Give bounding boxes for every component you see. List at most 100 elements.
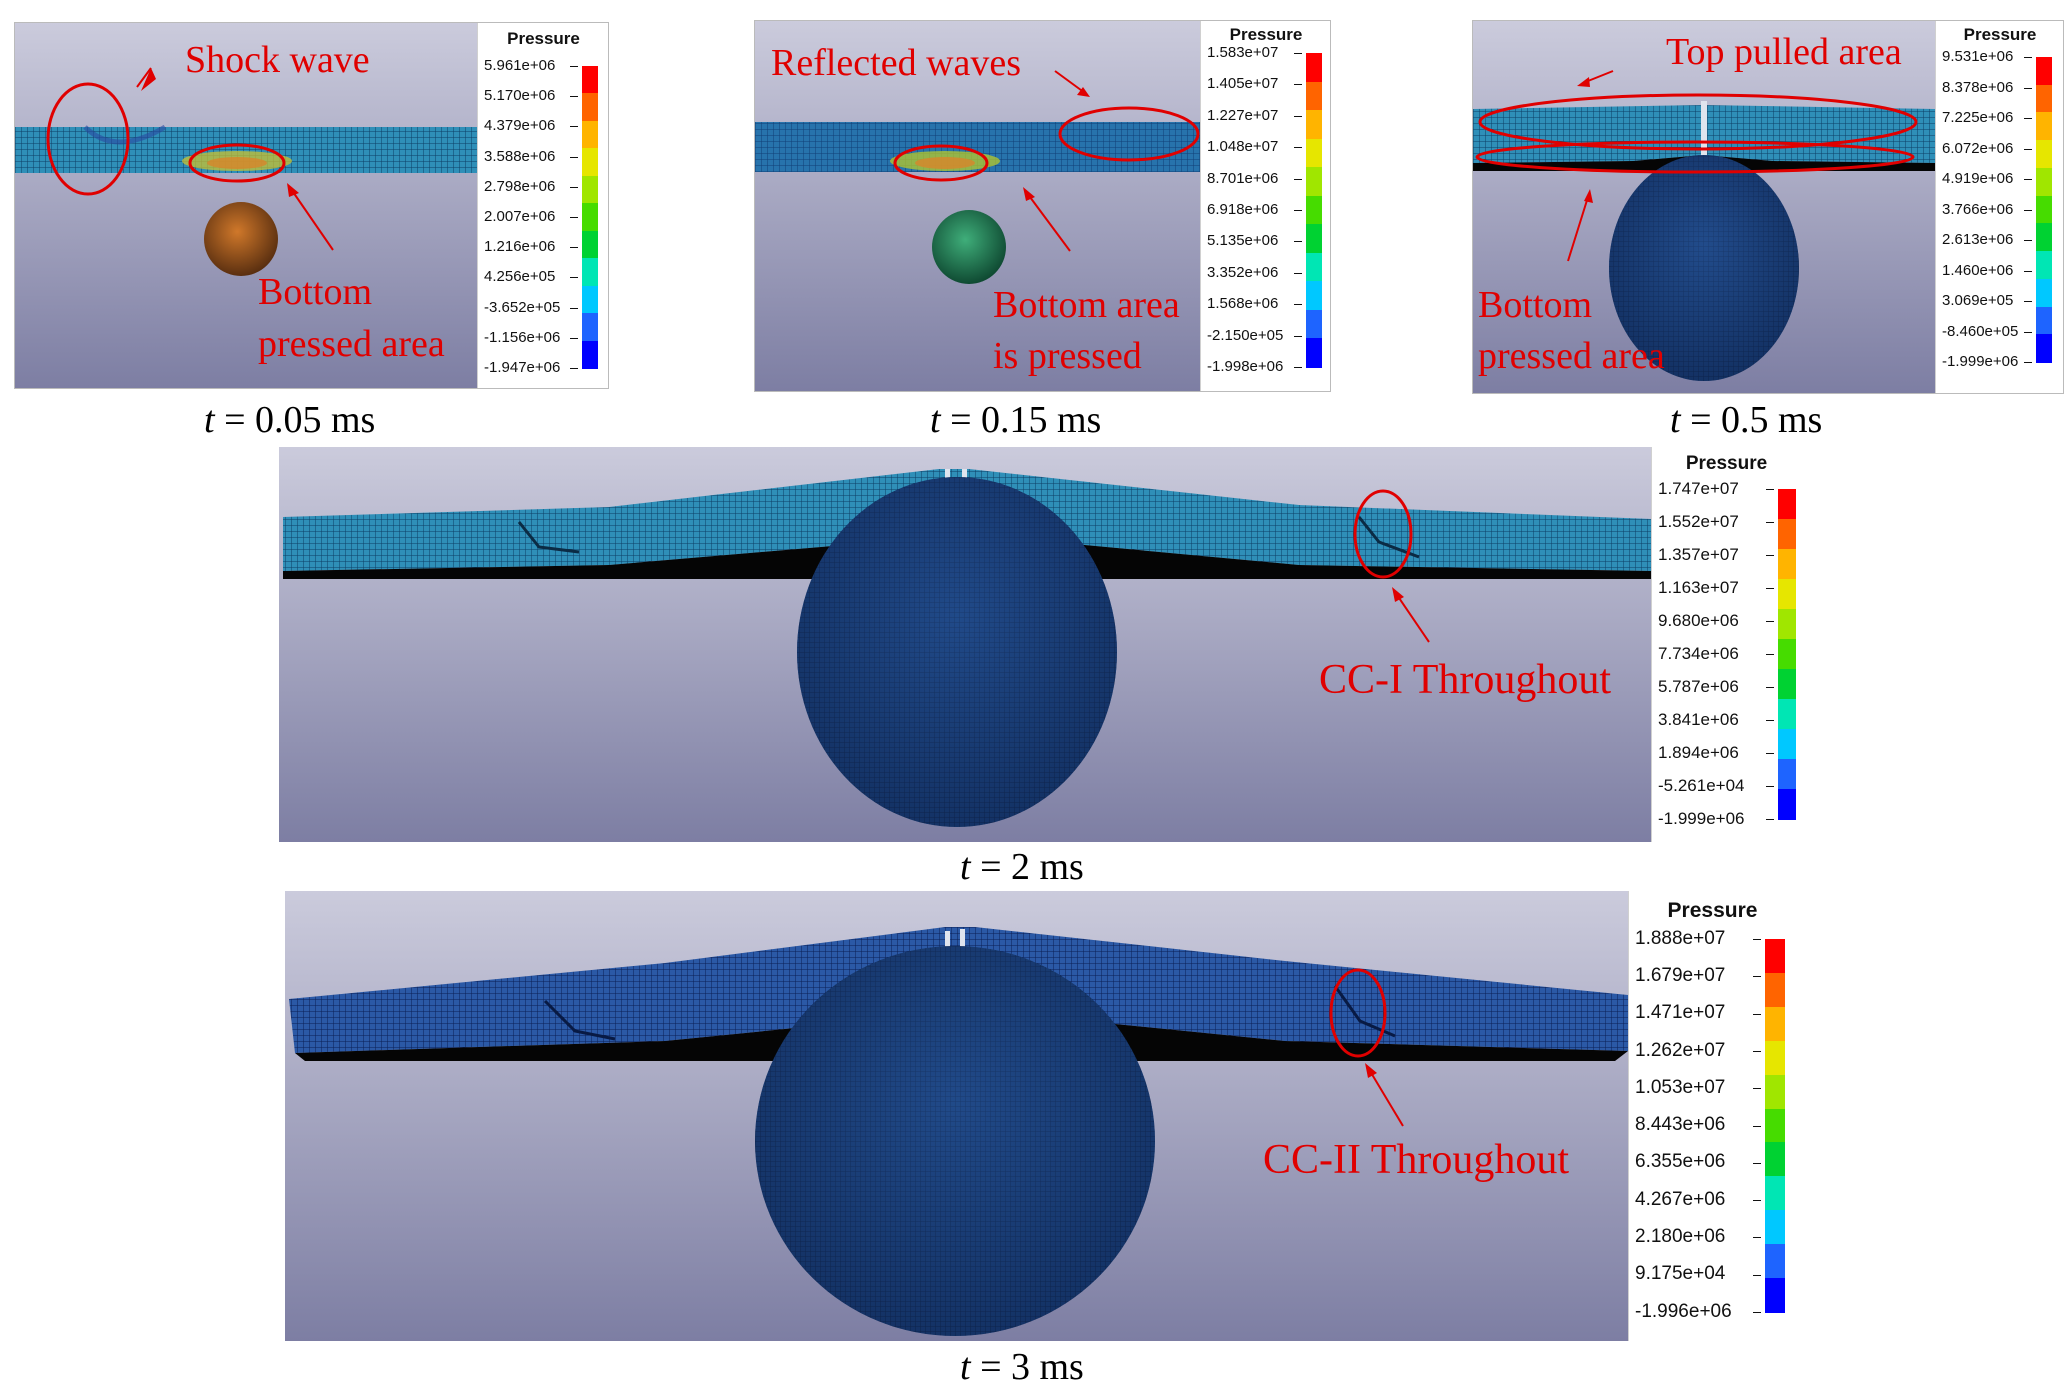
legend-tick-label: 7.225e+06 xyxy=(1942,109,2014,126)
legend-tick-label: 9.175e+04 xyxy=(1635,1263,1726,1285)
legend-tick-mark xyxy=(570,96,578,98)
legend-color-swatch xyxy=(1778,759,1796,790)
legend-tick-mark xyxy=(2024,57,2032,58)
legend-color-swatch xyxy=(582,230,598,260)
legend-tick-mark xyxy=(1753,1125,1761,1127)
panel-t015: Reflected waves Bottom area is pressed P… xyxy=(754,20,1331,392)
simulation-view-t015 xyxy=(755,21,1200,391)
legend-tick-mark xyxy=(570,66,578,67)
legend-tick-mark xyxy=(570,126,578,128)
annotation-top-pulled-area: Top pulled area xyxy=(1666,31,1902,73)
legend-color-swatch xyxy=(2036,195,2052,225)
legend-title: Pressure xyxy=(1229,25,1303,44)
legend-tick-mark xyxy=(1766,654,1774,655)
simulation-view-t2 xyxy=(279,447,1651,842)
legend-color-swatch xyxy=(1306,167,1322,197)
legend-tick-label: 1.471e+07 xyxy=(1635,1002,1726,1024)
legend-tick-mark xyxy=(1294,115,1302,117)
legend-tick-mark xyxy=(1294,147,1302,149)
legend-color-swatch xyxy=(1778,639,1796,670)
simulation-view-t005 xyxy=(15,23,477,388)
legend-tick-mark xyxy=(1753,1312,1761,1313)
legend-color-swatch xyxy=(2036,251,2052,280)
pressure-legend: Pressure 5.961e+06 5.170e+06 4.379e+06 3.58… xyxy=(477,23,608,388)
legend-tick-label: 1.583e+07 xyxy=(1207,44,1279,61)
caption-t2: t = 2 ms xyxy=(960,845,1084,889)
legend-color-swatch xyxy=(1306,252,1322,283)
legend-tick-mark xyxy=(1753,1237,1761,1239)
legend-tick-label: 1.405e+07 xyxy=(1207,75,1279,93)
legend-tick-label: 8.701e+06 xyxy=(1207,169,1279,187)
legend-tick-label: 5.135e+06 xyxy=(1207,232,1279,250)
legend-color-swatch xyxy=(1306,281,1322,311)
legend-color-swatch xyxy=(2036,57,2052,86)
caption-text: = 0.15 ms xyxy=(940,399,1102,441)
legend-color-swatch xyxy=(1306,53,1322,83)
legend-tick-label: 1.053e+07 xyxy=(1635,1076,1726,1098)
legend-tick-label: 1.552e+07 xyxy=(1658,511,1739,531)
legend-color-swatch xyxy=(1765,1006,1785,1042)
legend-tick-label: -1.998e+06 xyxy=(1207,358,1284,375)
simulation-view-t05 xyxy=(1473,21,1935,393)
legend-color-swatch xyxy=(582,203,598,232)
time-symbol: t xyxy=(960,1346,971,1388)
legend-tick-label: -1.999e+06 xyxy=(1658,808,1745,828)
legend-color-swatch xyxy=(582,313,598,342)
legend-color-swatch xyxy=(1778,669,1796,700)
legend-color-swatch xyxy=(1778,549,1796,580)
legend-tick-label: 1.048e+07 xyxy=(1207,138,1279,156)
legend-tick-label: 4.919e+06 xyxy=(1942,170,2014,187)
annotation-bottom-area: Bottom area xyxy=(993,284,1180,326)
legend-tick-mark xyxy=(570,156,578,158)
caption-text: = 0.5 ms xyxy=(1680,399,1823,441)
annotation-pressed-area: pressed area xyxy=(258,323,445,365)
legend-tick-label: 1.894e+06 xyxy=(1658,742,1739,762)
legend-tick-mark xyxy=(570,277,578,279)
legend-tick-mark xyxy=(2024,118,2032,119)
legend-tick-label: 4.379e+06 xyxy=(484,117,556,135)
legend-tick-label: -3.652e+05 xyxy=(484,298,561,316)
legend-color-swatch xyxy=(1765,1278,1785,1313)
legend-color-swatch xyxy=(582,148,598,177)
legend-tick-label: 3.766e+06 xyxy=(1942,200,2014,218)
caption-text: = 2 ms xyxy=(970,846,1084,888)
legend-color-swatch xyxy=(1765,972,1785,1008)
caption-text: = 3 ms xyxy=(970,1346,1084,1388)
legend-tick-mark xyxy=(1753,1162,1761,1164)
legend-tick-label: 1.357e+07 xyxy=(1658,544,1739,564)
legend-color-swatch xyxy=(2036,223,2052,253)
legend-tick-mark xyxy=(2024,209,2032,211)
annotation-cc-i-throughout: CC-I Throughout xyxy=(1319,657,1612,703)
legend-color-swatch xyxy=(1778,489,1796,520)
panel-t005: Shock wave Bottom pressed area Pressure … xyxy=(14,22,609,389)
legend-color-swatch xyxy=(582,285,598,315)
caption-t3: t = 3 ms xyxy=(960,1345,1084,1389)
legend-color-swatch xyxy=(1306,138,1322,169)
legend-tick-mark xyxy=(2024,270,2032,272)
caption-t05: t = 0.5 ms xyxy=(1670,398,1822,442)
legend-tick-mark xyxy=(2024,240,2032,241)
legend-tick-mark xyxy=(1294,304,1302,306)
annotation-is-pressed: is pressed xyxy=(993,335,1142,377)
legend-tick-mark xyxy=(2024,87,2032,89)
legend-tick-mark xyxy=(1766,720,1774,721)
legend-tick-mark xyxy=(2024,331,2032,333)
legend-tick-mark xyxy=(2024,148,2032,150)
pressure-legend: Pressure 1.888e+07 1.679e+07 1.471e+07 1.26… xyxy=(1628,891,1795,1341)
legend-tick-mark xyxy=(570,337,578,339)
legend-tick-label: 3.069e+05 xyxy=(1942,292,2014,309)
legend-color-swatch xyxy=(1765,939,1785,974)
panel-t3: CC-II Throughout Pressure 1.888e+07 1.679… xyxy=(285,891,1795,1341)
legend-color-swatch xyxy=(1306,309,1322,340)
legend-tick-mark xyxy=(1753,976,1761,978)
legend-tick-label: 5.170e+06 xyxy=(484,87,556,105)
time-symbol: t xyxy=(960,846,971,888)
legend-tick-label: 8.443e+06 xyxy=(1635,1114,1726,1136)
legend-tick-label: 1.216e+06 xyxy=(484,238,556,256)
legend-tick-mark xyxy=(1753,1088,1761,1090)
legend-tick-mark xyxy=(1753,1200,1761,1202)
legend-tick-label: 1.163e+07 xyxy=(1658,577,1739,597)
legend-color-swatch xyxy=(1778,699,1796,730)
legend-color-swatch xyxy=(1765,1142,1785,1178)
legend-tick-mark xyxy=(570,307,578,309)
